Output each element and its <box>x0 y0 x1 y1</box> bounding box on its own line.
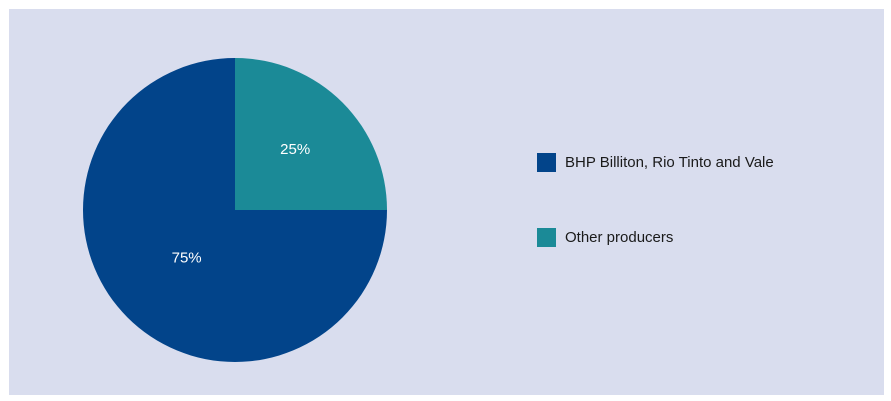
legend-label-other-producers: Other producers <box>565 228 674 246</box>
legend-item-big-three: BHP Billiton, Rio Tinto and Vale <box>537 151 774 173</box>
legend: BHP Billiton, Rio Tinto and Vale Other p… <box>537 151 774 301</box>
legend-item-other-producers: Other producers <box>537 226 774 248</box>
chart-panel: 25% 75% BHP Billiton, Rio Tinto and Vale … <box>9 9 884 395</box>
legend-label-big-three: BHP Billiton, Rio Tinto and Vale <box>565 153 774 171</box>
pie-slice-big-three <box>83 58 387 362</box>
legend-swatch-other-producers <box>537 227 556 247</box>
pie-chart: 25% 75% <box>83 58 387 362</box>
legend-swatch-big-three <box>537 152 556 172</box>
pie-label-other-producers: 25% <box>280 141 310 158</box>
pie-slice-other-producers <box>235 58 387 210</box>
pie-label-big-three: 75% <box>172 249 202 266</box>
